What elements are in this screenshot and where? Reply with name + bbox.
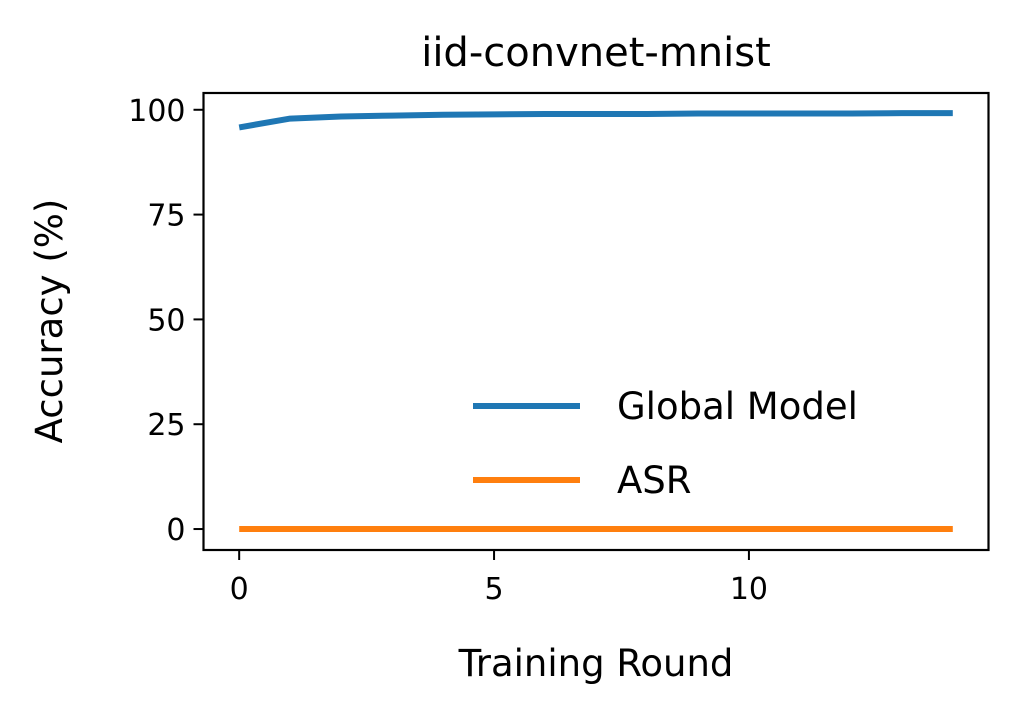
plot-area	[202, 91, 990, 552]
chart-title: iid-convnet-mnist	[421, 30, 771, 76]
legend-label-1: ASR	[617, 459, 692, 502]
x-tick-label: 0	[230, 572, 249, 607]
y-axis-ticks: 0 25 50 75 100	[128, 94, 204, 548]
x-tick-label: 10	[730, 572, 768, 607]
y-tick-label: 50	[147, 303, 185, 338]
y-tick-label: 75	[147, 199, 185, 234]
axes-frame	[202, 91, 990, 552]
series-layer	[238, 110, 953, 532]
x-axis-label: Training Round	[458, 642, 734, 685]
y-tick-label: 25	[147, 408, 185, 443]
y-tick-label: 0	[166, 513, 185, 548]
series-line-0	[238, 110, 953, 131]
y-tick-label: 100	[128, 94, 185, 129]
y-axis-label: Accuracy (%)	[28, 199, 71, 444]
legend-label-0: Global Model	[617, 385, 858, 428]
legend: Global Model ASR	[473, 385, 858, 502]
x-tick-label: 5	[485, 572, 504, 607]
x-axis-ticks: 0 5 10	[230, 550, 768, 607]
